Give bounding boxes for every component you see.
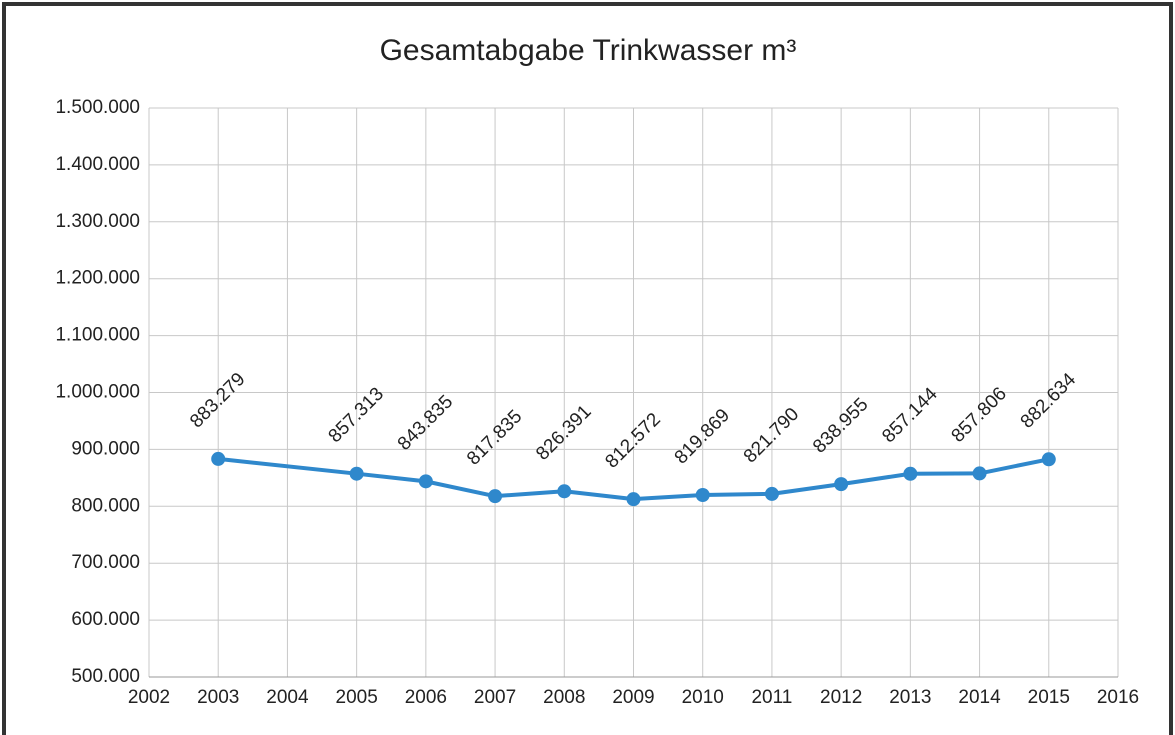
data-point	[1041, 452, 1056, 467]
y-tick-label: 700.000	[71, 552, 140, 573]
x-tick-label: 2011	[751, 687, 792, 708]
y-tick-label: 1.300.000	[55, 211, 140, 232]
data-point	[903, 466, 918, 481]
x-tick-label: 2006	[405, 687, 447, 708]
x-tick-label: 2003	[197, 687, 239, 708]
data-point	[349, 466, 364, 481]
data-point	[488, 489, 503, 504]
y-tick-label: 600.000	[71, 609, 140, 630]
y-tick-label: 1.000.000	[55, 382, 140, 403]
chart-title: Gesamtabgabe Trinkwasser m³	[380, 34, 797, 67]
data-point	[418, 474, 433, 489]
y-tick-label: 900.000	[71, 438, 140, 459]
x-tick-label: 2007	[474, 687, 516, 708]
y-tick-label: 800.000	[71, 495, 140, 516]
y-tick-label: 1.200.000	[55, 268, 140, 289]
data-point	[764, 486, 779, 501]
x-tick-label: 2009	[612, 687, 654, 708]
data-point	[557, 484, 572, 499]
data-point	[211, 451, 226, 466]
x-tick-label: 2015	[1028, 687, 1070, 708]
y-tick-label: 1.400.000	[55, 154, 140, 175]
x-tick-label: 2005	[336, 687, 378, 708]
data-point	[834, 477, 849, 492]
x-tick-label: 2016	[1097, 687, 1139, 708]
x-tick-label: 2008	[543, 687, 585, 708]
data-point	[972, 466, 987, 481]
x-tick-label: 2010	[682, 687, 724, 708]
data-point	[695, 487, 710, 502]
x-tick-label: 2002	[128, 687, 170, 708]
x-tick-label: 2012	[820, 687, 862, 708]
y-tick-label: 1.500.000	[55, 97, 140, 118]
y-tick-label: 1.100.000	[55, 325, 140, 346]
y-tick-label: 500.000	[71, 666, 140, 687]
x-tick-label: 2004	[266, 687, 309, 708]
series-line	[218, 456, 1050, 502]
data-point	[626, 492, 641, 507]
x-tick-label: 2014	[958, 687, 1001, 708]
x-tick-label: 2013	[889, 687, 931, 708]
